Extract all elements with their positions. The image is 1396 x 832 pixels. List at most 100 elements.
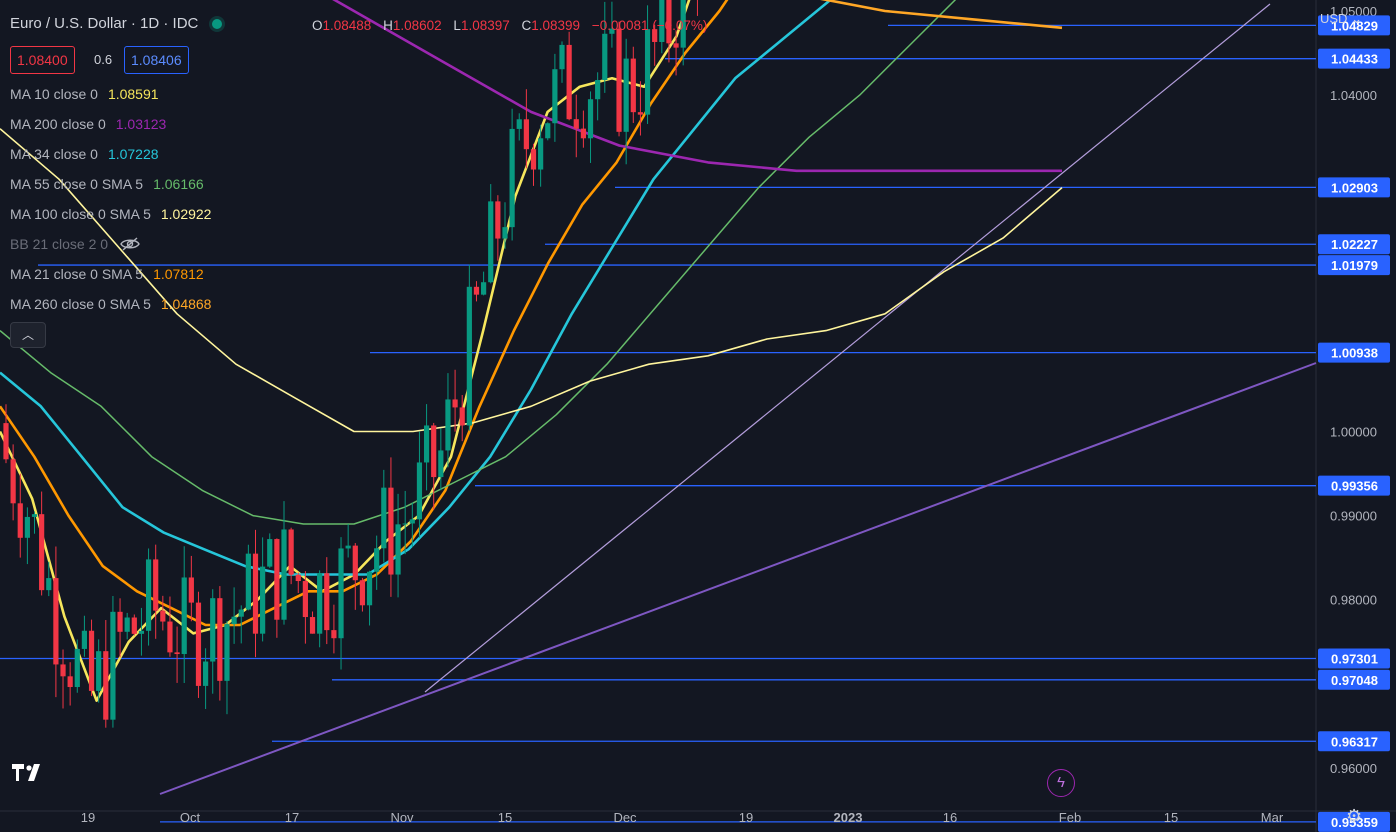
- candle-body: [160, 610, 166, 622]
- time-tick-label: Feb: [1059, 810, 1081, 825]
- level-price-label-bg: [1318, 731, 1390, 752]
- indicator-label: MA 55 close 0 SMA 5: [10, 176, 144, 192]
- candle-body: [602, 33, 608, 81]
- candle-body: [623, 58, 629, 132]
- tradingview-logo-icon[interactable]: [10, 760, 46, 784]
- candle-body: [523, 119, 529, 150]
- level-price-label-bg: [1318, 255, 1390, 276]
- candle-body: [17, 503, 23, 538]
- level-price-label-bg: [1318, 342, 1390, 363]
- candle-body: [516, 119, 522, 129]
- level-price-label: 0.96317: [1331, 734, 1378, 749]
- candle-body: [566, 44, 572, 120]
- moving-average-line: [820, 0, 1063, 30]
- candle-body: [345, 545, 351, 549]
- candle-body: [174, 652, 180, 655]
- chevron-up-icon: ︿: [21, 328, 34, 342]
- candle-body: [481, 282, 487, 295]
- open-key: O: [312, 18, 323, 33]
- candle-body: [416, 462, 423, 520]
- candle-body: [545, 123, 551, 139]
- candle-body: [24, 516, 30, 538]
- symbol-title[interactable]: Euro / U.S. Dollar · 1D · IDC: [10, 15, 199, 32]
- spread-value: 0.6: [94, 52, 113, 67]
- candle-body: [438, 450, 444, 478]
- indicator-row[interactable]: MA 55 close 0 SMA 5 1.06166: [10, 176, 204, 192]
- candle-body: [309, 617, 316, 634]
- flash-icon[interactable]: ϟ: [1047, 769, 1075, 797]
- indicator-value: 1.06166: [153, 176, 204, 192]
- candle-body: [552, 69, 558, 124]
- candle-body: [502, 227, 508, 239]
- candle-body: [181, 577, 187, 655]
- high-key: H: [383, 18, 393, 33]
- candle-body: [231, 616, 237, 625]
- level-price-label: 1.00938: [1331, 346, 1378, 361]
- time-tick-label: Mar: [1261, 810, 1284, 825]
- candle-body: [374, 548, 380, 572]
- candle-body: [281, 529, 287, 620]
- level-price-label-bg: [1318, 177, 1390, 198]
- candle-body: [88, 630, 95, 691]
- candle-body: [673, 43, 679, 48]
- candle-body: [388, 487, 394, 575]
- candle-body: [153, 559, 159, 611]
- indicator-value: 1.07228: [107, 146, 159, 162]
- candle-body: [124, 617, 130, 632]
- indicator-row[interactable]: MA 21 close 0 SMA 5 1.07812: [10, 266, 204, 282]
- candle-body: [616, 28, 622, 132]
- candle-body: [317, 573, 323, 634]
- candle-body: [302, 581, 308, 618]
- gear-icon[interactable]: ⚙: [1346, 806, 1363, 826]
- candle-body: [352, 545, 358, 581]
- price-tick-label: 1.05000: [1330, 4, 1377, 19]
- candle-body: [331, 630, 337, 639]
- time-tick-label: 19: [739, 810, 753, 825]
- indicator-row[interactable]: MA 100 close 0 SMA 5 1.02922: [10, 206, 211, 222]
- candle-body: [10, 459, 16, 504]
- candle-body: [559, 44, 565, 70]
- eye-off-icon[interactable]: [120, 237, 140, 254]
- indicator-label: MA 100 close 0 SMA 5: [10, 206, 151, 222]
- candle-body: [252, 553, 259, 634]
- candle-body: [46, 578, 52, 591]
- close-key: C: [521, 18, 532, 33]
- buy-button[interactable]: 1.08406: [124, 46, 189, 74]
- candle-body: [67, 676, 73, 688]
- indicator-row[interactable]: MA 10 close 0 1.08591: [10, 86, 159, 102]
- collapse-legend-button[interactable]: ︿: [10, 322, 46, 348]
- currency-label: USD: [1320, 11, 1348, 26]
- candle-body: [324, 573, 330, 631]
- time-tick-label: 17: [285, 810, 299, 825]
- indicator-label: MA 10 close 0: [10, 86, 98, 102]
- candle-body: [423, 425, 430, 463]
- currency-selector[interactable]: USD ⌄: [1320, 11, 1362, 26]
- indicator-value: 1.02922: [160, 206, 212, 222]
- candle-body: [366, 571, 373, 606]
- price-tick-label: 1.00000: [1330, 425, 1377, 440]
- candle-body: [652, 29, 658, 42]
- candle-body: [288, 529, 294, 575]
- indicator-row[interactable]: MA 200 close 0 1.03123: [10, 116, 166, 132]
- price-tick-label: 0.98000: [1330, 593, 1377, 608]
- candle-body: [395, 524, 401, 575]
- moving-average-line: [0, 0, 729, 627]
- symbol-header[interactable]: Euro / U.S. Dollar · 1D · IDC: [10, 15, 240, 32]
- candle-body: [224, 624, 230, 681]
- candle-body: [74, 648, 80, 688]
- sell-button[interactable]: 1.08400: [10, 46, 75, 74]
- candle-body: [381, 487, 387, 549]
- level-price-label-bg: [1318, 48, 1390, 69]
- candle-body: [644, 29, 651, 115]
- level-price-label: 1.01979: [1331, 258, 1378, 273]
- candle-body: [495, 201, 501, 239]
- indicator-row[interactable]: BB 21 close 2 0: [10, 236, 140, 254]
- trendline-lower: [159, 362, 1317, 795]
- indicator-row[interactable]: MA 34 close 0 1.07228: [10, 146, 159, 162]
- moving-average-line: [0, 0, 691, 702]
- candle-body: [445, 399, 451, 451]
- candle-body: [217, 598, 223, 681]
- indicator-row[interactable]: MA 260 close 0 SMA 5 1.04868: [10, 296, 211, 312]
- indicator-label: MA 260 close 0 SMA 5: [10, 296, 151, 312]
